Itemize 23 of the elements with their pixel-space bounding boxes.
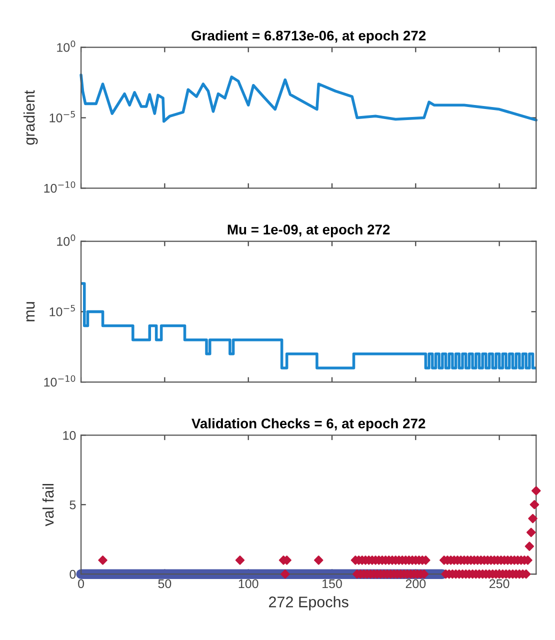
chart-title: Gradient = 6.8713e-06, at epoch 272 xyxy=(192,30,426,44)
x-tick-label: 50 xyxy=(158,579,172,588)
y-tick-label: 0 xyxy=(70,570,76,579)
y-axis-title: mu xyxy=(26,302,35,322)
y-tick-label: 10$^{0}$ xyxy=(57,234,76,246)
x-axis-title: 272 Epochs xyxy=(269,596,348,610)
chart-title: Mu = 1e-09, at epoch 272 xyxy=(228,224,390,238)
y-tick-label: 10$^{−5}$ xyxy=(50,111,75,122)
x-tick-label: 150 xyxy=(322,579,342,588)
y-tick-label: 10$^{−10}$ xyxy=(44,181,76,193)
chart-title: Validation Checks = 6, at epoch 272 xyxy=(192,418,426,432)
y-tick-label: 10$^{−5}$ xyxy=(50,304,75,316)
x-tick-label: 100 xyxy=(238,579,258,588)
x-tick-label: 0 xyxy=(78,579,84,588)
y-tick-label: 5 xyxy=(70,500,76,510)
x-tick-label: 250 xyxy=(490,579,510,588)
y-tick-label: 10$^{−10}$ xyxy=(44,375,76,387)
y-axis-title: val fail xyxy=(42,484,54,526)
y-tick-label: 10$^{0}$ xyxy=(57,40,76,52)
x-tick-label: 200 xyxy=(406,579,426,588)
line-series xyxy=(80,74,538,123)
y-axis-title: gradient xyxy=(23,90,38,145)
y-tick-label: 10 xyxy=(63,431,76,440)
